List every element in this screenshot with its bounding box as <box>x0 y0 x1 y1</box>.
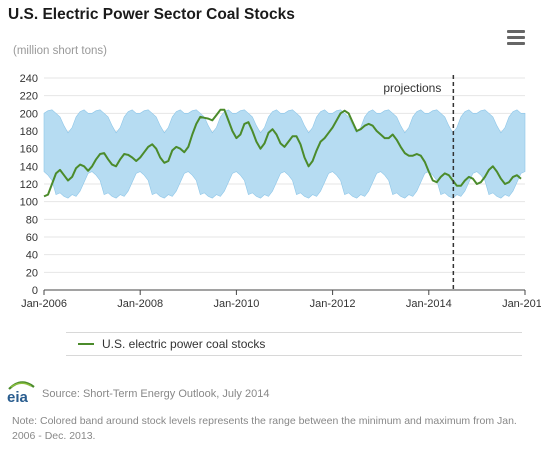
projection-layer: projections <box>383 75 455 290</box>
source-text: Source: Short-Term Energy Outlook, July … <box>42 388 270 400</box>
y-tick-label: 160 <box>20 144 38 156</box>
y-tick-label: 240 <box>20 73 38 85</box>
note-text: Note: Colored band around stock levels r… <box>12 415 517 442</box>
y-tick-label: 0 <box>32 285 38 297</box>
chart-title: U.S. Electric Power Sector Coal Stocks <box>8 6 295 23</box>
x-tick-label: Jan-2006 <box>21 298 67 310</box>
y-tick-label: 120 <box>20 179 38 191</box>
min-max-band-layer <box>43 109 526 199</box>
axes: 0 20 40 60 80 100 120 140 160 180 200 220 240 Jan-200… <box>20 73 541 310</box>
y-tick-label: 180 <box>20 126 38 138</box>
y-tick-label: 40 <box>26 250 38 262</box>
x-tick-label: Jan-2014 <box>406 298 452 310</box>
y-tick-label: 80 <box>26 214 38 226</box>
y-tick-label: 60 <box>26 232 38 244</box>
eia-logo: eia <box>7 381 35 404</box>
legend-label: U.S. electric power coal stocks <box>102 337 266 351</box>
x-tick-label: Jan-2008 <box>117 298 163 310</box>
x-tick-label: Jan-2012 <box>310 298 356 310</box>
x-tick-label: Jan-2016 <box>502 298 541 310</box>
y-tick-label: 100 <box>20 197 38 209</box>
unit-label: (million short tons) <box>13 45 107 57</box>
projection-label: projections <box>383 81 441 95</box>
series-line <box>43 108 522 198</box>
hamburger-menu-icon[interactable] <box>507 30 525 46</box>
series-layer <box>43 108 522 198</box>
y-tick-label: 20 <box>26 267 38 279</box>
svg-text:eia: eia <box>7 389 29 404</box>
y-tick-label: 140 <box>20 161 38 173</box>
y-tick-label: 200 <box>20 108 38 120</box>
min-max-band <box>43 109 526 199</box>
legend: U.S. electric power coal stocks <box>66 332 522 356</box>
y-tick-label: 220 <box>20 91 38 103</box>
legend-line-swatch <box>78 343 94 345</box>
x-tick-label: Jan-2010 <box>213 298 259 310</box>
coal-stocks-chart: projections 0 20 40 60 80 100 120 140 160 180 200 2… <box>20 73 541 310</box>
